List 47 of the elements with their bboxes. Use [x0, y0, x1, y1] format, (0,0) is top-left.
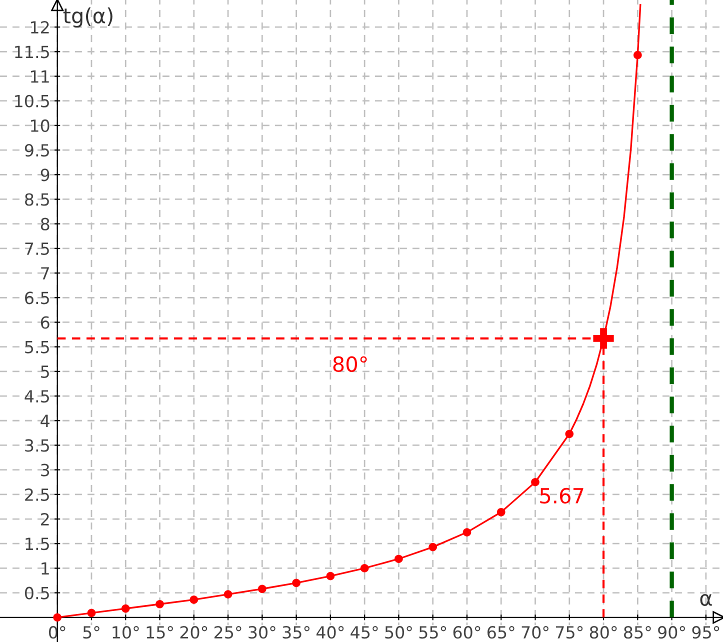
x-tick-label: 40°: [316, 626, 344, 639]
annotation: 5.67: [540, 488, 584, 504]
y-tick-label: 12: [31, 21, 49, 34]
y-axis-title: tg(α): [63, 7, 112, 28]
y-tick-label: 5.5: [25, 341, 49, 354]
y-tick-label: 11: [31, 70, 49, 83]
y-tick-label: 2: [41, 512, 49, 526]
y-tick-label: 8: [40, 218, 50, 230]
x-tick-label: 55°: [419, 626, 446, 639]
y-tick-label: 10.5: [15, 94, 49, 108]
y-tick-label: 9.5: [24, 144, 49, 157]
x-tick-label: 5°: [83, 626, 100, 639]
y-tick-label: 1: [42, 562, 49, 575]
y-tick-label: 6: [40, 316, 50, 329]
y-tick-label: 9: [40, 168, 50, 182]
x-tick-label: 25°: [214, 626, 242, 639]
y-tick-label: 11.5: [15, 46, 49, 58]
y-tick-label: 1.5: [26, 538, 49, 550]
x-tick-label: 20°: [180, 626, 208, 639]
y-tick-label: 4.5: [24, 390, 49, 403]
y-tick-label: 6.5: [25, 292, 49, 304]
y-tick-label: 3: [41, 464, 50, 476]
x-tick-label: 30°: [248, 626, 276, 639]
x-tick-label: 10°: [112, 626, 139, 639]
x-axis-title: α: [700, 594, 712, 606]
x-tick-label: 85°: [624, 626, 651, 639]
x-tick-label: 60°: [453, 626, 480, 639]
y-tick-label: 2.5: [25, 488, 49, 501]
x-tick-label: 90°: [658, 626, 685, 639]
x-tick-label: 35°: [282, 626, 310, 639]
y-tick-label: 4: [40, 414, 50, 427]
x-tick-label: 45°: [350, 626, 378, 639]
x-tick-label: 95°: [692, 626, 720, 639]
annotation: 80°: [333, 356, 367, 372]
x-tick-label: 15°: [146, 626, 173, 639]
y-tick-label: 7.5: [25, 242, 49, 256]
x-tick-label: 80°: [590, 626, 617, 639]
x-tick-label: 65°: [488, 626, 514, 639]
y-tick-label: 3.5: [25, 439, 49, 452]
y-tick-label: 8.5: [25, 193, 49, 206]
x-tick-label: 50°: [385, 626, 412, 639]
x-tick-label: 75°: [556, 626, 583, 639]
y-tick-label: 7: [41, 267, 49, 280]
x-tick-label: 70°: [522, 626, 548, 639]
y-tick-label: 0.5: [25, 586, 49, 600]
y-tick-label: 10: [31, 119, 50, 132]
y-tick-label: 5: [41, 366, 49, 378]
